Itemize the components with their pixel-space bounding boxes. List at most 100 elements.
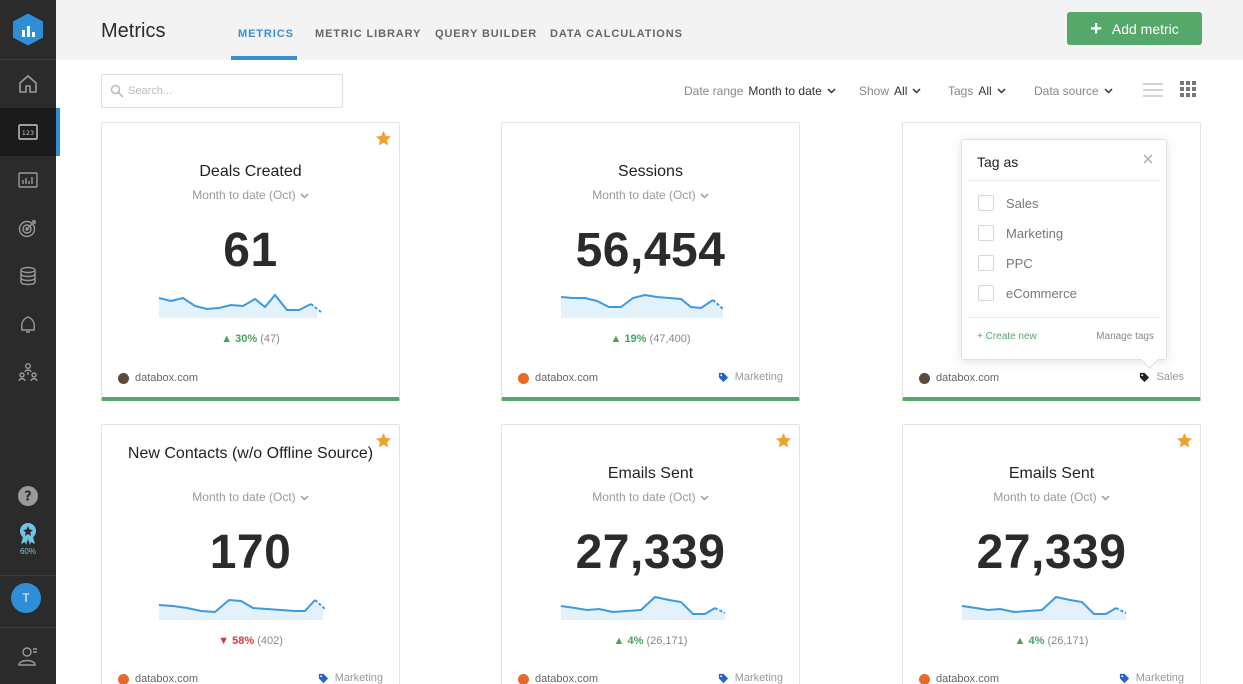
search-icon [110,84,124,98]
data-source: databox.com [518,372,598,384]
star-icon[interactable] [375,130,392,147]
tab-metrics[interactable]: METRICS [238,28,294,40]
checkbox[interactable] [978,255,994,271]
metric-card[interactable]: Sessions Month to date (Oct) 56,454 ▲ 19… [501,122,800,401]
metric-value: 61 [223,224,278,277]
tab-data-calculations[interactable]: DATA CALCULATIONS [550,28,683,40]
metric-card[interactable]: Deals Created Month to date (Oct) 61 ▲ 3… [101,122,400,401]
chevron-down-icon [700,495,709,501]
metric-change: ▲ 30% (47) [221,333,280,345]
add-metric-button[interactable]: + Add metric [1067,12,1202,45]
metric-change: ▲ 19% (47,400) [610,333,691,345]
show-value: All [894,84,908,98]
chevron-down-icon [1104,88,1113,94]
date-range-value: Month to date [748,84,822,98]
metric-name: Sessions [618,163,683,180]
sidebar: 123 ? 60% T [0,0,60,684]
chevron-down-icon [827,88,836,94]
checkbox[interactable] [978,225,994,241]
period-selector[interactable]: Month to date (Oct) [903,490,1200,504]
account-icon[interactable] [0,632,56,680]
close-icon[interactable] [1141,152,1155,166]
metric-card[interactable]: Emails Sent Month to date (Oct) 27,339 ▲… [902,424,1201,684]
list-view-icon[interactable] [1142,80,1164,100]
card-tag[interactable]: Marketing [718,371,783,383]
metric-name: Deals Created [199,163,302,180]
source-logo-icon [518,372,529,384]
card-tag[interactable]: Marketing [718,672,783,684]
tab-query-builder[interactable]: QUERY BUILDER [435,28,538,40]
star-icon[interactable] [375,432,392,449]
date-range-filter[interactable]: Date range Month to date [684,84,836,98]
manage-tags-link[interactable]: Manage tags [1096,331,1154,342]
metric-card[interactable]: New Contacts (w/o Offline Source) Month … [101,424,400,684]
metric-name: Emails Sent [607,465,694,482]
card-tag[interactable]: Marketing [1119,672,1184,684]
active-tab-indicator [231,56,297,60]
onboarding-progress[interactable]: 60% [0,522,56,564]
metrics-icon[interactable]: 123 [0,108,60,156]
period-selector[interactable]: Month to date (Oct) [102,490,399,504]
user-avatar[interactable]: T [11,583,41,613]
source-logo-icon [919,372,930,384]
chevron-down-icon [912,88,921,94]
tags-label: Tags [948,84,974,98]
data-source: databox.com [118,372,198,384]
tag-option-ecommerce[interactable]: eCommerce [978,285,1077,301]
search-box[interactable] [101,74,343,108]
metric-card[interactable]: Emails Sent Month to date (Oct) 27,339 ▲… [501,424,800,684]
tags-filter[interactable]: Tags All [948,84,1006,98]
show-filter[interactable]: Show All [859,84,921,98]
star-icon[interactable] [775,432,792,449]
tab-metric-library[interactable]: METRIC LIBRARY [315,28,422,40]
grid-view-icon[interactable] [1178,80,1200,100]
card-tag[interactable]: Marketing [318,672,383,684]
page-header: Metrics METRICS METRIC LIBRARY QUERY BUI… [56,0,1243,60]
star-icon[interactable] [1176,432,1193,449]
plus-icon: + [1090,17,1102,40]
tag-icon [718,372,728,382]
metric-name: New Contacts (w/o Offline Source) [127,445,374,462]
source-logo-icon [919,673,930,684]
card-tag[interactable]: Sales [1139,371,1184,383]
data-source-filter[interactable]: Data source [1034,84,1113,98]
alerts-icon[interactable] [0,300,56,348]
tag-icon [318,673,328,683]
badge-icon [20,523,36,545]
data-source: databox.com [518,673,598,684]
team-icon[interactable] [0,348,56,396]
data-source: databox.com [919,372,999,384]
help-icon[interactable]: ? [0,472,56,520]
metric-change: ▲ 4% (26,171) [1014,635,1089,647]
checkbox[interactable] [978,285,994,301]
data-sources-icon[interactable] [0,252,56,300]
chevron-down-icon [997,88,1006,94]
logo-icon [13,13,43,46]
dashboards-icon[interactable] [0,156,56,204]
data-source-label: Data source [1034,84,1099,98]
goals-icon[interactable] [0,204,56,252]
sparkline [158,293,322,318]
tag-option-ppc[interactable]: PPC [978,255,1033,271]
metric-change: ▼ 58% (402) [218,635,283,647]
home-icon[interactable] [0,60,56,108]
metric-change: ▲ 4% (26,171) [613,635,688,647]
tag-option-sales[interactable]: Sales [978,195,1039,211]
period-selector[interactable]: Month to date (Oct) [502,490,799,504]
checkbox[interactable] [978,195,994,211]
metric-value: 27,339 [575,526,726,579]
sparkline [961,595,1127,620]
tag-popover: Tag as Sales Marketing PPC eCommerce + C… [961,139,1167,360]
app-logo[interactable] [0,0,56,60]
sparkline [560,293,724,318]
metric-name: Emails Sent [1008,465,1095,482]
tag-icon [1119,673,1129,683]
search-input[interactable] [128,82,328,100]
period-selector[interactable]: Month to date (Oct) [102,188,399,202]
metric-value: 27,339 [976,526,1127,579]
period-selector[interactable]: Month to date (Oct) [502,188,799,202]
chevron-down-icon [1101,495,1110,501]
tags-value: All [978,84,992,98]
create-tag-link[interactable]: + Create new [977,331,1037,342]
tag-option-marketing[interactable]: Marketing [978,225,1063,241]
